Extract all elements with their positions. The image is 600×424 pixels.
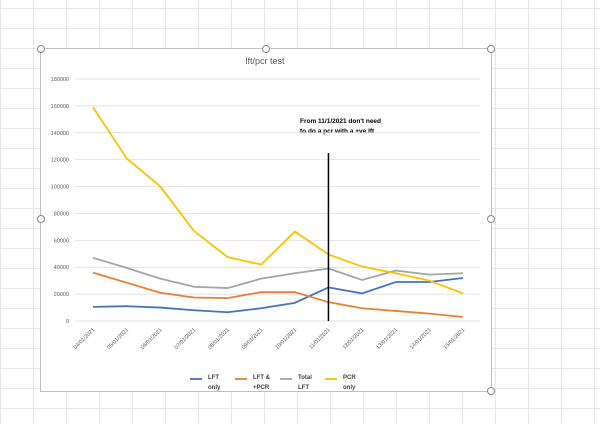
resize-handle[interactable] <box>37 215 45 223</box>
series-line-total-lft <box>92 256 464 289</box>
legend-label: Total <box>298 375 312 381</box>
series-line-lft-pcr <box>92 271 464 318</box>
series-line-pcr-only <box>92 106 464 295</box>
resize-handle[interactable] <box>37 45 45 53</box>
series-line-lft-only <box>92 277 464 314</box>
legend-label: +PCR <box>253 385 270 391</box>
legend-label: LFT <box>298 385 309 391</box>
y-tick-label: 160000 <box>51 104 69 110</box>
y-tick-label: 40000 <box>54 265 69 271</box>
x-tick-label: 11/01/2021 <box>308 327 331 350</box>
y-tick-label: 100000 <box>51 185 69 191</box>
y-tick-label: 0 <box>66 319 69 325</box>
legend-label: LFT <box>208 375 219 381</box>
x-tick-label: 07/01/2021 <box>174 327 198 351</box>
x-tick-label: 09/01/2021 <box>241 327 265 351</box>
chart-title: lft/pcr test <box>245 56 285 66</box>
x-tick-label: 13/01/2021 <box>375 327 399 351</box>
x-tick-label: 10/01/2021 <box>275 327 299 351</box>
resize-handle[interactable] <box>487 215 495 223</box>
resize-handle[interactable] <box>487 45 495 53</box>
x-tick-label: 04/01/2021 <box>73 327 97 351</box>
x-tick-label: 08/01/2021 <box>207 327 231 351</box>
legend-label: only <box>343 385 356 391</box>
y-tick-label: 180000 <box>51 77 69 83</box>
legend-label: PCR <box>343 375 356 381</box>
x-tick-label: 14/01/2021 <box>409 327 433 351</box>
annotation-line-2: to do a pcr with a +ve lft <box>300 128 375 135</box>
legend-label: only <box>208 385 221 391</box>
x-tick-label: 05/01/2021 <box>106 327 130 351</box>
y-tick-label: 60000 <box>54 238 69 244</box>
annotation-line-1: From 11/1/2021 don't need <box>300 118 381 125</box>
y-tick-label: 140000 <box>51 131 69 137</box>
resize-handle[interactable] <box>487 387 495 395</box>
chart-area[interactable] <box>40 48 492 392</box>
y-tick-label: 80000 <box>54 211 69 217</box>
y-tick-label: 20000 <box>54 292 69 298</box>
y-tick-label: 120000 <box>51 158 69 164</box>
x-tick-label: 15/01/2021 <box>443 327 467 351</box>
x-tick-label: 12/01/2021 <box>342 327 366 351</box>
legend-label: LFT & <box>253 375 271 381</box>
x-tick-label: 06/01/2021 <box>140 327 164 351</box>
resize-handle[interactable] <box>262 45 270 53</box>
